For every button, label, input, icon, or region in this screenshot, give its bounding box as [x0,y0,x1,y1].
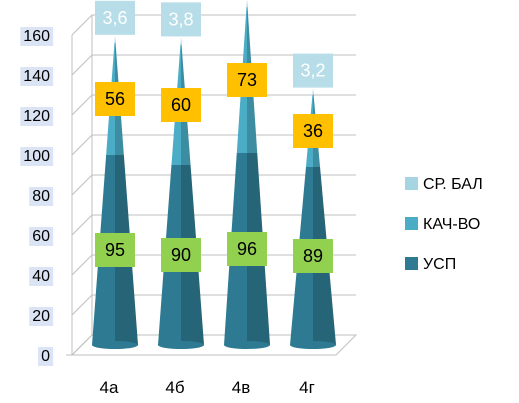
y-tick-label-bg [29,227,54,246]
data-label-bg [161,88,201,122]
y-tick-label: 160 [23,28,50,45]
data-label: 36 [303,121,323,141]
y-tick-label-bg [20,67,54,86]
cone-base [224,341,270,349]
cone-segment-СР. БАЛ [114,35,116,43]
y-tick-label: 140 [23,68,50,85]
y-tick-label: 80 [32,188,50,205]
gridline [71,134,356,156]
y-tick-label-bg [20,147,54,166]
data-label-bg [95,233,135,267]
data-label-bg [227,232,267,266]
data-label: 96 [237,239,257,259]
cone-segment-СР. БАЛ [246,0,248,7]
chart-floor [66,334,358,356]
gridline [71,294,356,316]
cone-base [290,341,336,349]
cone-base [158,341,204,349]
data-label-bg [95,82,135,116]
data-label: 60 [171,95,191,115]
data-label-bg [161,238,201,272]
legend-label: УСП [423,256,456,273]
y-tick-label-bg [20,107,54,126]
data-label: 3,2 [300,61,325,81]
data-label: 95 [105,240,125,260]
data-label: 90 [171,245,191,265]
data-label-bg [227,63,267,97]
y-tick-label: 20 [32,308,50,325]
x-tick-label: 4б [165,378,184,397]
data-label-bg [95,0,135,35]
cone-segment-shade [247,0,248,7]
cone-segment-shade [181,37,182,45]
x-tick-label: 4в [232,378,251,397]
gridline [71,214,356,236]
y-axis-tick-labels: 0 20 40 60 80 100 120 140 160 [20,27,54,366]
cone-segment-СР. БАЛ [312,88,314,95]
gridline [71,254,356,276]
y-tick-label-bg [38,347,54,366]
data-label-bg [293,239,333,273]
legend-swatch [405,257,418,270]
data-label: 3,8 [168,9,193,29]
gridline [71,54,356,76]
cone-segment-shade [313,88,314,95]
y-tick-label-bg [29,307,54,326]
y-tick-label-bg [29,187,54,206]
y-tick-label: 40 [32,268,50,285]
y-tick-label: 60 [32,228,50,245]
data-label-bg [161,2,201,37]
gridline [71,14,356,36]
legend-label: КАЧ-ВО [423,216,480,233]
legend-swatch [405,217,418,230]
gridline [71,94,356,116]
data-label: 3,6 [102,8,127,28]
gridline [71,174,356,196]
legend: СР. БАЛ КАЧ-ВО УСП [405,176,483,273]
cone-segment-shade [115,35,116,43]
x-tick-label: 4а [100,378,119,397]
data-label: 73 [237,70,257,90]
y-tick-label: 120 [23,108,50,125]
y-tick-label: 100 [23,148,50,165]
data-label-bg [293,53,333,88]
x-axis-tick-labels: 4а 4б 4в 4г [100,378,315,397]
y-tick-label-bg [29,267,54,286]
x-tick-label: 4г [299,378,315,397]
legend-label: СР. БАЛ [423,176,483,193]
y-tick-label: 0 [41,348,50,365]
data-label: 89 [303,246,323,266]
cone-base [92,341,138,349]
data-label-bg [293,114,333,148]
data-label: 56 [105,89,125,109]
y-tick-label-bg [20,27,54,46]
cone-segment-СР. БАЛ [180,37,182,45]
legend-swatch [405,177,418,190]
